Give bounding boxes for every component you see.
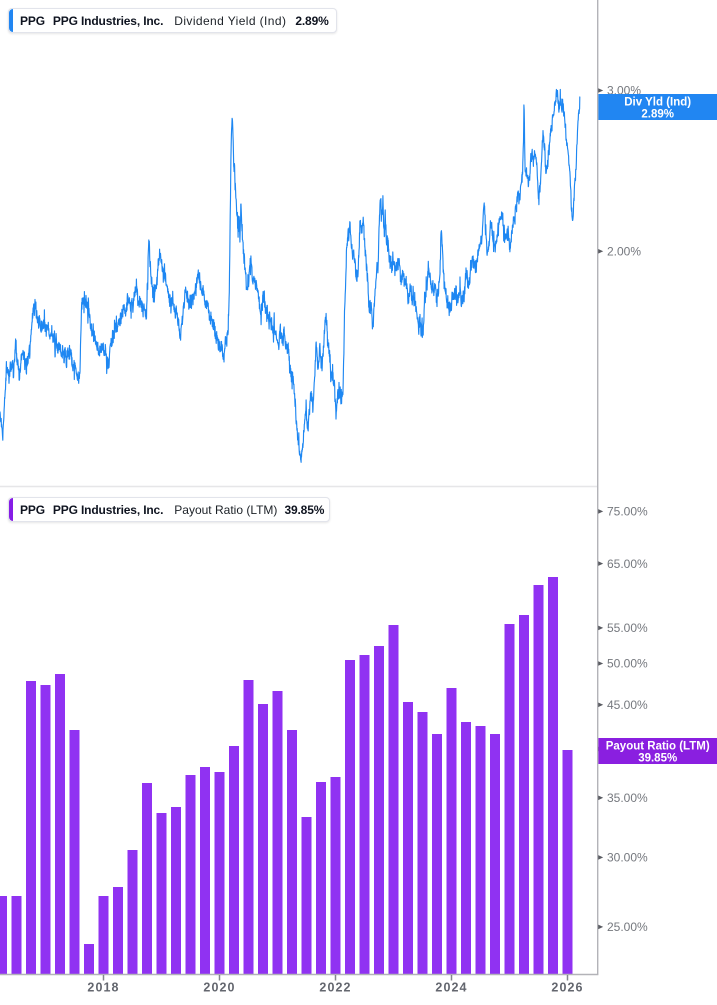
svg-text:2020: 2020 bbox=[203, 981, 235, 995]
svg-text:Div Yld (Ind): Div Yld (Ind) bbox=[624, 97, 691, 109]
svg-text:55.00%: 55.00% bbox=[607, 621, 648, 635]
svg-text:65.00%: 65.00% bbox=[607, 557, 648, 571]
svg-text:2024: 2024 bbox=[435, 981, 467, 995]
svg-text:2022: 2022 bbox=[319, 981, 351, 995]
svg-text:75.00%: 75.00% bbox=[607, 505, 648, 519]
svg-text:35.00%: 35.00% bbox=[607, 791, 648, 805]
svg-text:50.00%: 50.00% bbox=[607, 657, 648, 671]
svg-text:45.00%: 45.00% bbox=[607, 698, 648, 712]
svg-text:2018: 2018 bbox=[87, 981, 119, 995]
svg-text:2.89%: 2.89% bbox=[641, 109, 674, 121]
svg-text:2026: 2026 bbox=[551, 981, 583, 995]
svg-text:25.00%: 25.00% bbox=[607, 920, 648, 934]
svg-text:30.00%: 30.00% bbox=[607, 851, 648, 865]
svg-text:2.00%: 2.00% bbox=[607, 245, 641, 259]
svg-text:Payout Ratio (LTM): Payout Ratio (LTM) bbox=[606, 741, 710, 753]
svg-text:39.85%: 39.85% bbox=[638, 753, 677, 765]
